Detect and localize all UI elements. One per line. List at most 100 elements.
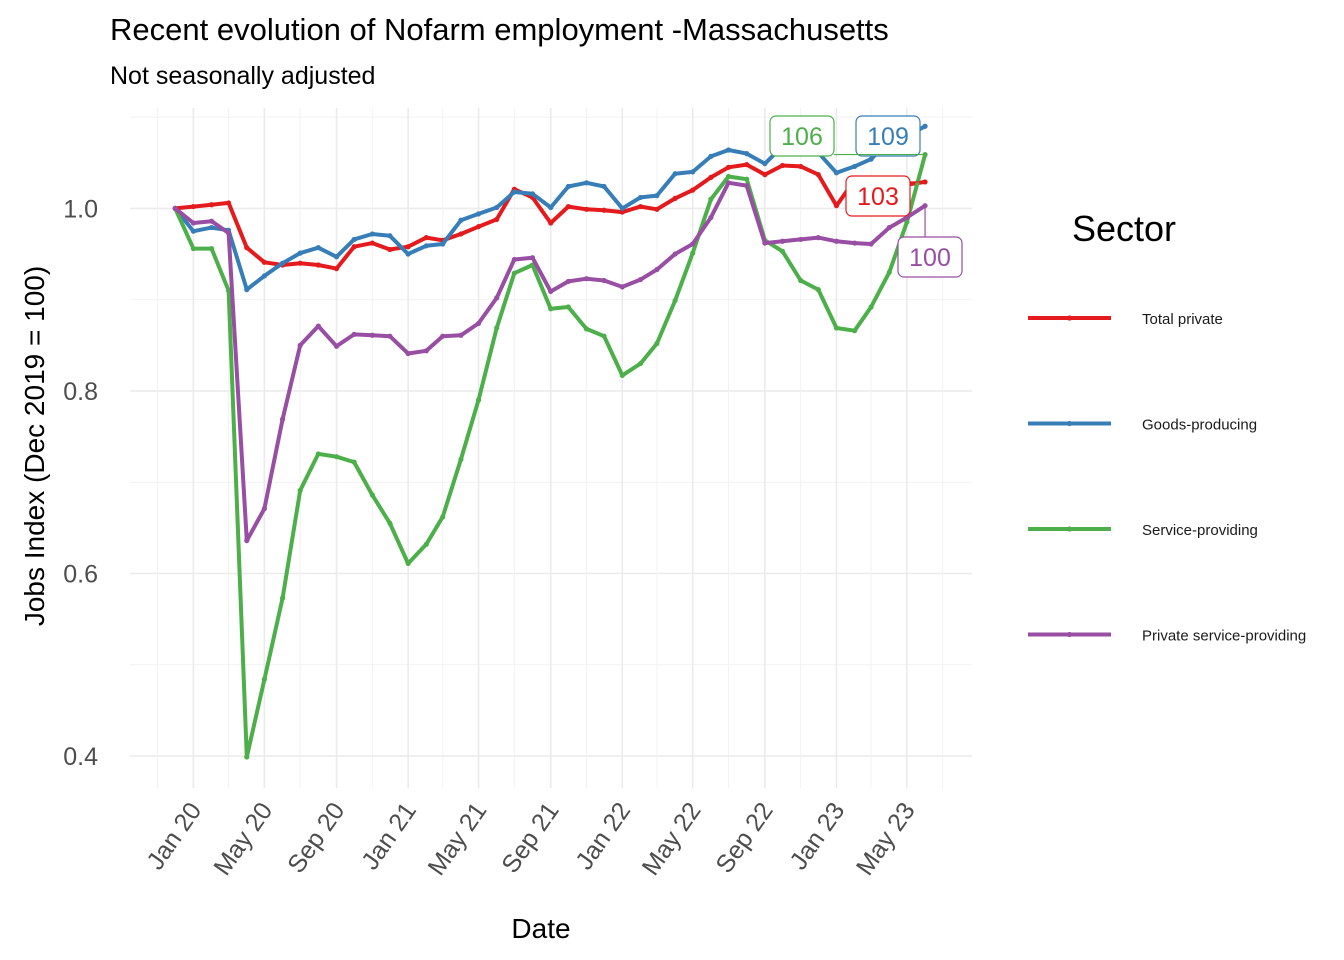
legend-key-point (1066, 420, 1073, 427)
series-point-total-private (261, 259, 267, 265)
legend-label: Goods-producing (1142, 417, 1257, 434)
chart-title: Recent evolution of Nofarm employment -M… (110, 12, 889, 47)
series-point-service-providing (815, 287, 821, 293)
x-tick-label: Jan 20 (141, 797, 207, 875)
series-point-service-providing (458, 456, 464, 463)
series-point-goods-producing (261, 273, 267, 279)
series-point-service-providing (423, 541, 429, 547)
legend-label: Private service-providing (1142, 628, 1306, 645)
series-point-private-service-providing (886, 224, 892, 231)
series-point-total-private (637, 203, 644, 210)
series-point-goods-producing (672, 171, 678, 177)
series-point-goods-producing (583, 180, 590, 186)
series-point-private-service-providing (405, 350, 411, 357)
series-point-service-providing (351, 459, 357, 465)
end-label-box (845, 175, 911, 217)
series-point-private-service-providing (654, 266, 660, 273)
series-point-private-service-providing (690, 241, 696, 247)
series-point-service-providing (601, 333, 607, 339)
x-tick-label: May 20 (208, 797, 278, 880)
series-point-service-providing (565, 304, 571, 310)
series-point-private-service-providing (333, 343, 340, 349)
series-point-total-private (762, 172, 768, 178)
series-point-total-private (583, 206, 590, 212)
series-point-goods-producing (529, 191, 536, 197)
series-point-goods-producing (744, 151, 750, 157)
series-point-total-private (458, 231, 464, 237)
series-point-private-service-providing (583, 276, 590, 282)
series-point-private-service-providing (261, 506, 267, 512)
series-point-service-providing (387, 520, 393, 526)
series-point-private-service-providing (423, 348, 429, 354)
series-point-service-providing (548, 306, 554, 312)
series-point-private-service-providing (725, 180, 732, 186)
series-point-private-service-providing (475, 320, 482, 327)
series-point-service-providing (708, 196, 714, 202)
series-point-goods-producing (548, 204, 554, 211)
series-point-goods-producing (351, 236, 357, 243)
series-point-service-providing (244, 754, 250, 760)
series-point-private-service-providing (868, 241, 874, 247)
legend-label: Total private (1142, 311, 1223, 328)
series-point-total-private (351, 244, 357, 250)
series-point-private-service-providing (244, 538, 250, 544)
series-point-service-providing (261, 676, 267, 682)
series-point-total-private (423, 235, 429, 241)
end-label-value: 109 (867, 123, 909, 151)
series-point-private-service-providing (762, 240, 768, 246)
series-point-goods-producing (279, 260, 286, 266)
series-point-goods-producing (475, 211, 482, 217)
series-point-service-providing (868, 304, 874, 310)
series-point-total-private (225, 200, 232, 206)
series-point-total-private (833, 203, 840, 209)
series-point-total-private (725, 164, 732, 170)
y-tick-label: 0.4 (63, 743, 98, 771)
series-point-total-private (798, 163, 804, 170)
series-point-goods-producing (244, 287, 250, 293)
y-axis-title: Jobs Index (Dec 2019 = 100) (19, 266, 50, 626)
series-point-private-service-providing (779, 238, 786, 244)
x-tick-label: May 23 (851, 797, 921, 880)
series-point-goods-producing (833, 170, 840, 176)
series-point-goods-producing (725, 147, 732, 153)
series-point-total-private (190, 203, 196, 210)
series-point-private-service-providing (833, 238, 840, 244)
series-point-total-private (619, 209, 625, 215)
series-point-service-providing (511, 270, 517, 276)
chart-subtitle: Not seasonally adjusted (110, 62, 375, 90)
series-point-total-private (654, 206, 660, 212)
series-point-goods-producing (511, 189, 517, 195)
series-point-private-service-providing (852, 240, 858, 246)
series-point-total-private (369, 240, 375, 246)
x-axis-title: Date (511, 913, 570, 944)
series-point-goods-producing (690, 169, 696, 175)
series-point-total-private (565, 203, 571, 210)
series-point-goods-producing (852, 163, 858, 170)
series-point-service-providing (297, 487, 303, 494)
legend-key-point (1066, 526, 1073, 532)
series-point-private-service-providing (369, 332, 375, 338)
series-point-private-service-providing (494, 295, 500, 301)
series-point-goods-producing (333, 254, 340, 260)
series-point-service-providing (405, 560, 411, 567)
series-point-service-providing (798, 277, 804, 284)
series-point-service-providing (315, 451, 321, 457)
end-label-box (897, 236, 963, 278)
series-point-goods-producing (190, 228, 196, 234)
series-point-total-private (297, 260, 303, 266)
series-point-total-private (690, 187, 696, 193)
x-tick-label: May 21 (422, 797, 492, 880)
legend-key-point (1066, 315, 1073, 321)
series-point-service-providing (190, 245, 196, 252)
series-point-goods-producing (458, 217, 464, 223)
series-point-service-providing (225, 287, 232, 294)
series-point-service-providing (333, 454, 340, 460)
x-tick-label: Jan 21 (356, 797, 422, 875)
series-point-service-providing (852, 328, 858, 334)
series-point-total-private (672, 195, 678, 201)
series-point-total-private (548, 220, 554, 226)
series-point-private-service-providing (637, 276, 644, 283)
series-point-total-private (744, 161, 750, 168)
